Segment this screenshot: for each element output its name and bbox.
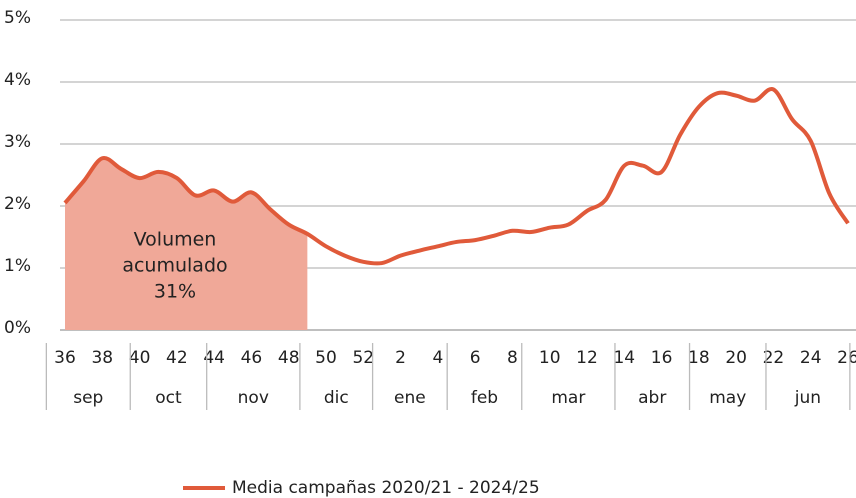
x-tick-label: 22 (763, 348, 785, 368)
month-label: sep (73, 388, 103, 408)
x-tick-label: 14 (613, 348, 635, 368)
area (65, 157, 308, 330)
x-tick-label: 36 (54, 348, 76, 368)
y-tick-label: 0% (4, 318, 31, 338)
month-label: oct (155, 388, 182, 408)
x-tick-label: 8 (507, 348, 518, 368)
x-tick-label: 18 (688, 348, 710, 368)
x-tick-label: 24 (800, 348, 822, 368)
annotation: Volumen (134, 229, 217, 251)
legend-label: Media campañas 2020/21 - 2024/25 (232, 478, 540, 498)
y-tick-label: 5% (4, 8, 31, 28)
y-tick-label: 3% (4, 132, 31, 152)
x-tick-label: 52 (352, 348, 374, 368)
x-tick-label: 16 (651, 348, 673, 368)
x-tick-label: 48 (278, 348, 300, 368)
month-label: mar (551, 388, 585, 408)
line (63, 87, 850, 266)
x-tick-label: 40 (129, 348, 151, 368)
annotation: 31% (154, 281, 196, 303)
x-tick-label: 2 (395, 348, 406, 368)
x-tick-label: 42 (166, 348, 188, 368)
y-tick-label: 2% (4, 194, 31, 214)
month-label: jun (794, 388, 821, 408)
x-tick-label: 26 (837, 348, 856, 368)
y-tick-label: 1% (4, 256, 31, 276)
month-label: may (709, 388, 746, 408)
month-label: abr (638, 388, 666, 408)
x-tick-label: 44 (203, 348, 225, 368)
month-label: dic (324, 388, 349, 408)
x-tick-label: 6 (470, 348, 481, 368)
x-tick-label: 38 (91, 348, 113, 368)
x-tick-label: 20 (725, 348, 747, 368)
month-label: feb (471, 388, 498, 408)
x-tick-label: 12 (576, 348, 598, 368)
month-label: ene (394, 388, 426, 408)
x-tick-label: 50 (315, 348, 337, 368)
x-tick-label: 4 (432, 348, 443, 368)
annotation: acumulado (122, 255, 227, 277)
y-tick-label: 4% (4, 70, 31, 90)
x-tick-label: 10 (539, 348, 561, 368)
month-label: nov (238, 388, 269, 408)
x-tick-label: 46 (241, 348, 263, 368)
